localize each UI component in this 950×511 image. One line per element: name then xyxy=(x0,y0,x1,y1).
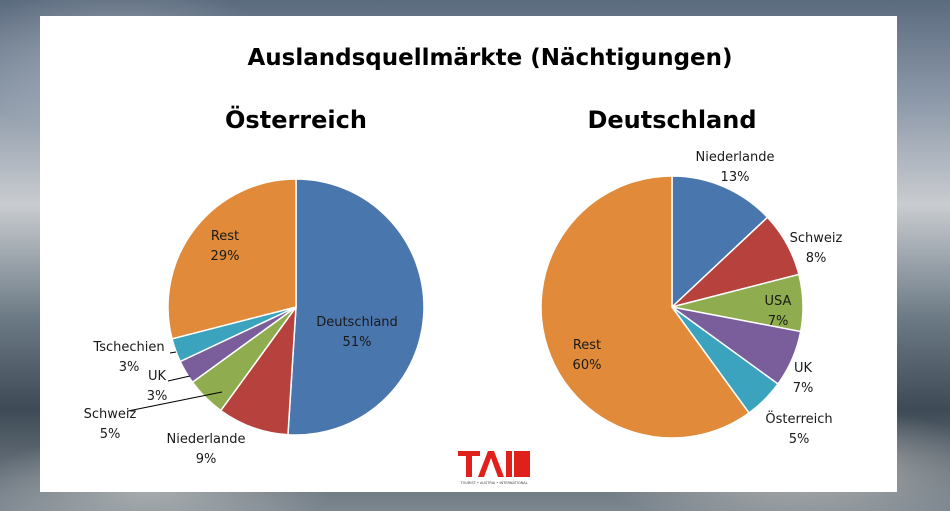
slide-title: Auslandsquellmärkte (Nächtigungen) xyxy=(247,45,732,71)
slice-value-uk: 3% xyxy=(147,389,168,404)
tai-logo-mark xyxy=(458,451,530,477)
pie-title-germany: Deutschland xyxy=(587,106,756,134)
pie-slice-rest xyxy=(540,175,751,439)
slice-label-usa: USA xyxy=(765,294,792,309)
slice-label-tschechien: Tschechien xyxy=(92,340,164,355)
slice-value-niederlande: 9% xyxy=(196,452,217,467)
pie-slices-austria xyxy=(167,178,425,436)
slice-label-niederlande: Niederlande xyxy=(696,150,775,165)
pie-slice-deutschland xyxy=(287,178,425,436)
slice-label-deutschland: Deutschland xyxy=(316,315,398,330)
leader-line-uk xyxy=(167,375,191,382)
slice-value-niederlande: 13% xyxy=(721,170,750,185)
slice-label-oesterreich: Österreich xyxy=(765,410,832,427)
slice-label-uk: UK xyxy=(148,369,167,384)
pie-chart-germany: Deutschland Niederlande 13% Schweiz 8% U… xyxy=(540,106,843,447)
pie-slice-niederlande xyxy=(671,175,769,309)
pie-leaders-austria xyxy=(127,351,223,412)
slice-value-rest: 29% xyxy=(211,249,240,264)
slice-value-deutschland: 51% xyxy=(343,335,372,350)
slice-value-rest: 60% xyxy=(573,358,602,373)
slice-value-schweiz: 8% xyxy=(806,251,827,266)
slice-label-rest: Rest xyxy=(211,229,239,244)
slice-label-schweiz: Schweiz xyxy=(84,407,137,422)
pie-slices-germany xyxy=(540,175,804,439)
slice-value-schweiz: 5% xyxy=(100,427,121,442)
tai-logo: TOURIST • AUSTRIA • INTERNATIONAL xyxy=(458,451,530,485)
slice-label-schweiz: Schweiz xyxy=(790,231,843,246)
pie-slice-rest xyxy=(167,178,297,340)
pie-title-austria: Österreich xyxy=(225,104,367,134)
slice-label-uk: UK xyxy=(794,361,813,376)
slice-value-usa: 7% xyxy=(768,314,789,329)
leader-line-schweiz xyxy=(127,391,223,412)
slice-label-niederlande: Niederlande xyxy=(167,432,246,447)
slice-value-tschechien: 3% xyxy=(119,360,140,375)
pie-chart-austria: Österreich Deutschland 51% Niederlande 9… xyxy=(84,104,425,467)
slice-value-oesterreich: 5% xyxy=(789,432,810,447)
tai-logo-subtext: TOURIST • AUSTRIA • INTERNATIONAL xyxy=(459,481,527,485)
slice-value-uk: 7% xyxy=(793,381,814,396)
slice-label-rest: Rest xyxy=(573,338,601,353)
leader-line-tschechien xyxy=(169,351,177,354)
